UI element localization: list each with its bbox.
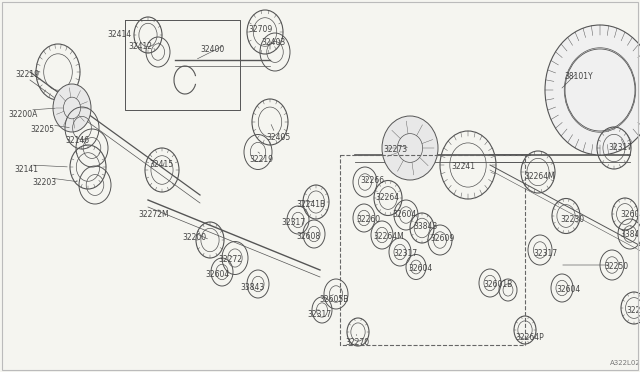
- Text: 32272: 32272: [218, 255, 242, 264]
- Text: 32412: 32412: [128, 42, 152, 51]
- Bar: [340, 155, 525, 345]
- Ellipse shape: [545, 25, 640, 155]
- Text: 32609: 32609: [430, 234, 454, 243]
- Text: 32709: 32709: [248, 25, 272, 34]
- Text: 32608: 32608: [296, 232, 320, 241]
- Text: 32403: 32403: [261, 38, 285, 47]
- Text: 33843: 33843: [620, 230, 640, 239]
- Text: 32264: 32264: [626, 306, 640, 315]
- Ellipse shape: [53, 84, 91, 132]
- Text: 32219: 32219: [249, 155, 273, 164]
- Text: 33843: 33843: [240, 283, 264, 292]
- Text: 32604: 32604: [205, 270, 229, 279]
- Text: 32317: 32317: [393, 249, 417, 258]
- Text: 32203: 32203: [32, 178, 56, 187]
- Text: 32415: 32415: [149, 160, 173, 169]
- Text: 32273: 32273: [383, 145, 407, 154]
- Text: 32200: 32200: [182, 233, 206, 242]
- Text: 32241B: 32241B: [296, 200, 325, 209]
- Text: 32601B: 32601B: [483, 280, 512, 289]
- Text: 32250: 32250: [604, 262, 628, 271]
- Text: 32604: 32604: [620, 210, 640, 219]
- Text: 32264M: 32264M: [373, 232, 404, 241]
- Text: 32200A: 32200A: [8, 110, 37, 119]
- Text: 32604: 32604: [392, 210, 416, 219]
- Text: A322L0268: A322L0268: [610, 360, 640, 366]
- Text: 32230: 32230: [560, 215, 584, 224]
- Text: 32219: 32219: [15, 70, 39, 79]
- Text: 32260: 32260: [356, 215, 380, 224]
- Text: 32141: 32141: [14, 165, 38, 174]
- Text: 32266: 32266: [360, 176, 384, 185]
- Text: 32604: 32604: [408, 264, 432, 273]
- Text: 32317: 32317: [307, 310, 331, 319]
- Text: 32317: 32317: [608, 143, 632, 152]
- Text: 32605B: 32605B: [319, 295, 348, 304]
- Text: 33843: 33843: [413, 222, 437, 231]
- Text: 32400: 32400: [200, 45, 224, 54]
- Text: 32241: 32241: [451, 162, 475, 171]
- Text: 32146: 32146: [65, 136, 89, 145]
- Text: 32264M: 32264M: [524, 172, 555, 181]
- Text: 32264P: 32264P: [515, 333, 544, 342]
- Text: 32270: 32270: [345, 338, 369, 347]
- Text: 32272M: 32272M: [138, 210, 168, 219]
- Text: 38101Y: 38101Y: [564, 72, 593, 81]
- Text: 32405: 32405: [266, 133, 291, 142]
- Text: 32264: 32264: [375, 193, 399, 202]
- Text: 32205: 32205: [30, 125, 54, 134]
- Text: 32317: 32317: [533, 249, 557, 258]
- Text: 32414: 32414: [107, 30, 131, 39]
- Text: 32604: 32604: [556, 285, 580, 294]
- Text: 32317: 32317: [281, 218, 305, 227]
- Ellipse shape: [382, 116, 438, 180]
